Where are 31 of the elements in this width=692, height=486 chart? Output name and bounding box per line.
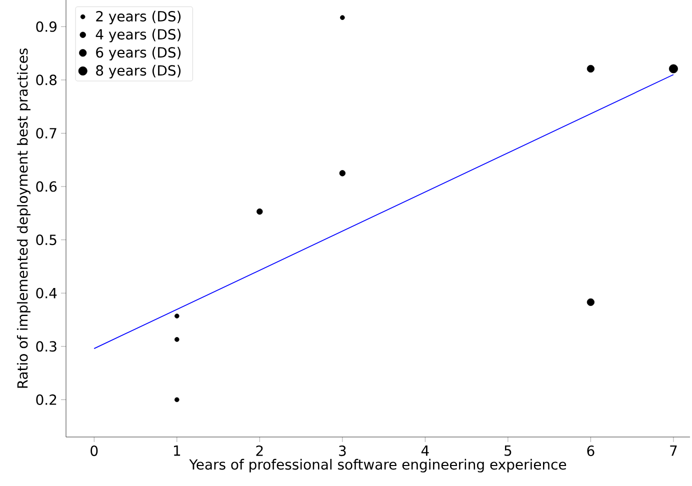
legend-label: 8 years (DS) [96,64,181,78]
legend-label: 4 years (DS) [96,28,181,42]
x-tick-label: 2 [256,446,263,456]
x-tick-label: 7 [670,446,677,456]
x-tick-label: 6 [587,446,594,456]
x-tick-label: 4 [421,446,429,456]
legend-label: 2 years (DS) [96,10,181,24]
y-tick-label: 0.5 [36,234,56,246]
point [174,314,180,318]
legend-label: 6 years (DS) [96,46,181,60]
point [340,15,345,20]
y-tick-label: 0.8 [36,74,57,86]
x-tick-label: 0 [90,446,98,456]
x-tick-label: 3 [339,446,346,456]
point [668,64,678,74]
x-tick-label: 5 [504,446,512,456]
y-tick-label: 0.4 [36,288,57,298]
point [256,208,263,215]
y-tick-label: 0.3 [36,341,56,352]
y-tick-label: 0.7 [36,128,56,139]
y-tick-label: 0.9 [36,21,56,32]
x-tick-label: 1 [174,446,180,456]
y-tick-label: 0.6 [36,181,57,192]
point [174,337,180,342]
y-tick-label: 0.2 [36,394,56,405]
point [586,298,594,306]
point [339,170,346,176]
point [174,397,180,402]
x-axis-title: Years of professional software engineering experience [189,458,566,472]
point [586,64,594,73]
y-axis-title: Ratio of implemented deployment best practices [16,48,30,388]
